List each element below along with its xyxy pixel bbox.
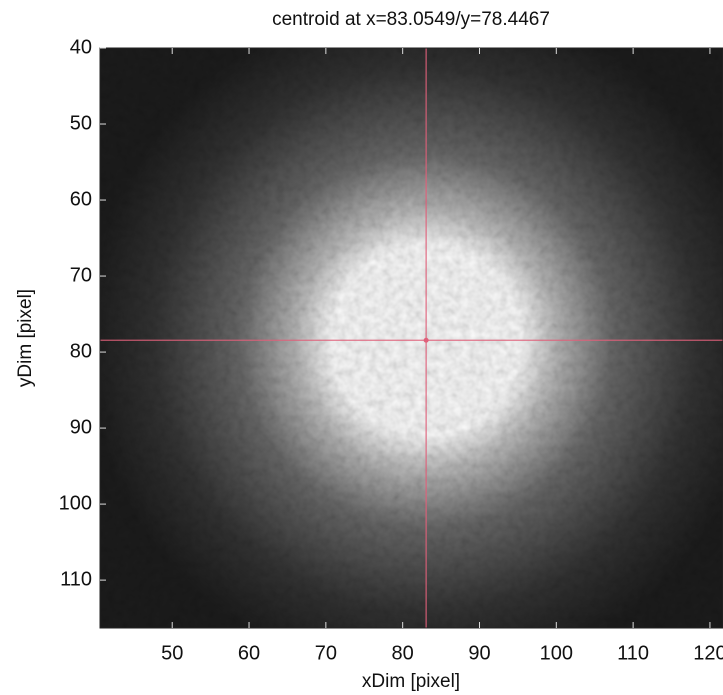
chart-title: centroid at x=83.0549/y=78.4467 [272, 9, 550, 30]
y-tick-label: 60 [70, 188, 92, 210]
y-axis-label: yDim [pixel] [15, 289, 36, 387]
y-tick-label: 70 [70, 264, 92, 286]
x-tick-label: 70 [315, 642, 337, 664]
x-tick-label: 60 [238, 642, 260, 664]
x-tick-label: 90 [468, 642, 490, 664]
y-tick-label: 50 [70, 112, 92, 134]
x-tick-label: 100 [540, 642, 573, 664]
y-tick-label: 40 [70, 36, 92, 58]
x-tick-label: 110 [617, 642, 649, 664]
x-tick-label: 80 [392, 642, 414, 664]
x-axis-label: xDim [pixel] [362, 671, 460, 692]
y-tick-label: 90 [70, 416, 92, 438]
x-tick-label: 120 [693, 642, 723, 664]
plot-area [100, 48, 723, 628]
centroid-point [423, 337, 429, 343]
y-tick-label: 110 [60, 568, 92, 590]
y-tick-label: 80 [70, 340, 92, 362]
plot-frame [99, 47, 723, 629]
x-tick-label: 50 [161, 642, 183, 664]
y-tick-label: 100 [59, 492, 92, 514]
image-noise [100, 48, 723, 628]
